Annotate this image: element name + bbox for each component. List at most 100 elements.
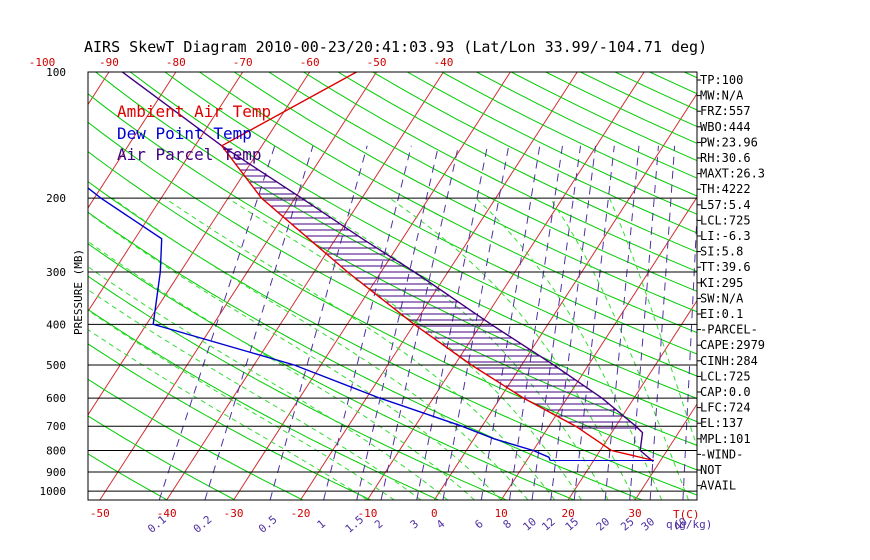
dry-adiabat-line [95, 72, 697, 400]
mixing-ratio-tick-label: 1 [315, 517, 328, 531]
moist-adiabat-line [549, 197, 689, 500]
isotherm-line [88, 72, 110, 106]
isotherm-line [500, 196, 697, 500]
bottom-temp-tick-label: 20 [561, 507, 574, 520]
mixing-ratio-line [509, 145, 563, 500]
mixing-ratio-line [531, 145, 582, 500]
chart-title: AIRS SkewT Diagram 2010-00-23/20:41:03.9… [84, 38, 707, 56]
mixing-ratio-tick-label: 10 [520, 515, 539, 533]
mixing-ratio-line [269, 145, 368, 500]
dry-adiabat-line [88, 243, 575, 500]
ambient-temp-line [220, 72, 655, 462]
isotherm-line [433, 92, 697, 500]
bottom-temp-tick-label: -10 [357, 507, 377, 520]
isotherm-line [99, 72, 377, 500]
mixing-ratio-tick-label: 12 [539, 515, 558, 533]
isotherm-line [88, 72, 244, 313]
legend-ambient-temp: Ambient Air Temp [117, 102, 271, 121]
mixing-ratio-tick-label: 3 [408, 517, 421, 531]
temp-unit-label: T(C) [673, 508, 700, 521]
moist-adiabat-line [112, 197, 529, 500]
dry-adiabat-line [164, 72, 697, 355]
mixing-ratio-tick-label: 8 [501, 517, 514, 531]
side-panel-item: TT:39.6 [700, 260, 751, 274]
top-temp-tick-label: -70 [233, 56, 253, 69]
isotherm-line [300, 72, 578, 500]
isotherm-line [634, 403, 697, 500]
mixing-ratio-tick-label: 20 [594, 515, 613, 533]
mixing-ratio-line [480, 145, 541, 500]
side-panel-item: WBO:444 [700, 120, 751, 134]
mixing-ratio-line [629, 145, 659, 500]
side-panel-item: LI:-6.3 [700, 229, 751, 243]
moist-adiabat-line [303, 197, 609, 500]
isotherm-line [166, 72, 444, 500]
side-panel-item: SW:N/A [700, 291, 744, 305]
mixing-ratio-line [380, 145, 459, 500]
side-panel-item: -PARCEL- [700, 323, 758, 337]
bottom-temp-tick-label: -40 [157, 507, 177, 520]
mixing-ratio-line [416, 145, 488, 500]
side-panel-item: LFC:724 [700, 401, 751, 415]
plot-frame [87, 71, 698, 501]
dry-adiabat-line [407, 72, 697, 215]
y-axis-label: PRESSURE (MB) [72, 249, 85, 335]
mixing-ratio-line [573, 145, 615, 500]
moist-adiabat-line [164, 197, 556, 500]
pressure-tick-label: 800 [46, 445, 66, 458]
dry-adiabat-line [649, 72, 697, 95]
side-panel-item: PW:23.96 [700, 135, 758, 149]
pressure-tick-label: 900 [46, 466, 66, 479]
pressure-tick-label: 300 [46, 266, 66, 279]
mixing-ratio-line [442, 145, 510, 500]
side-panel-item: FRZ:557 [700, 104, 751, 118]
mixing-ratio-tick-label: 0.5 [256, 513, 280, 536]
side-panel-item: RH:30.6 [700, 151, 751, 165]
mixing-ratio-line [158, 145, 276, 500]
pressure-tick-label: 600 [46, 392, 66, 405]
side-panel-item: MPL:101 [700, 432, 751, 446]
dry-adiabat-line [88, 415, 236, 500]
dry-adiabat-line [268, 72, 697, 292]
side-panel-item: AVAIL [700, 479, 736, 493]
top-temp-tick-label: -100 [29, 56, 56, 69]
bottom-temp-tick-label: -50 [90, 507, 110, 520]
dry-adiabat-line [88, 378, 304, 500]
bottom-temp-tick-label: 10 [495, 507, 508, 520]
top-temp-tick-label: -80 [166, 56, 186, 69]
dry-adiabat-line [372, 72, 697, 234]
mixing-ratio-tick-label: 2 [372, 517, 385, 531]
dry-adiabat-line [88, 453, 168, 500]
isotherm-line [366, 72, 645, 500]
top-temp-tick-label: -50 [367, 56, 387, 69]
mixing-ratio-line [682, 205, 697, 500]
dry-adiabat-line [88, 343, 372, 500]
mixing-ratio-line [356, 145, 439, 500]
dew-point-line [88, 187, 551, 461]
side-panel-item: EI:0.1 [700, 307, 743, 321]
pressure-tick-label: 500 [46, 359, 66, 372]
side-panel-item: LCL:725 [700, 369, 751, 383]
side-panel-item: EL:137 [700, 416, 743, 430]
mixing-ratio-tick-label: 4 [434, 517, 448, 531]
dry-adiabat-line [88, 121, 697, 446]
top-temp-tick-label: -60 [300, 56, 320, 69]
parcel-temp-line [121, 72, 654, 463]
moist-adiabat-line [88, 212, 502, 500]
bottom-temp-tick-label: -30 [224, 507, 244, 520]
dry-adiabat-line [337, 72, 697, 253]
side-panel-item: CINH:284 [700, 354, 758, 368]
pressure-tick-label: 700 [46, 420, 66, 433]
side-panel-item: MAXT:26.3 [700, 167, 765, 181]
mixing-ratio-line [649, 145, 676, 500]
moist-adiabat-line [88, 328, 368, 500]
side-panel-item: L57:5.4 [700, 198, 751, 212]
top-temp-tick-label: -90 [99, 56, 119, 69]
dry-adiabat-line [88, 308, 439, 500]
dry-adiabat-line [233, 72, 697, 313]
isotherm-line [0, 72, 42, 500]
side-panel-item: SI:5.8 [700, 245, 743, 259]
pressure-tick-label: 1000 [40, 485, 67, 498]
side-panel-item: TH:4222 [700, 182, 751, 196]
